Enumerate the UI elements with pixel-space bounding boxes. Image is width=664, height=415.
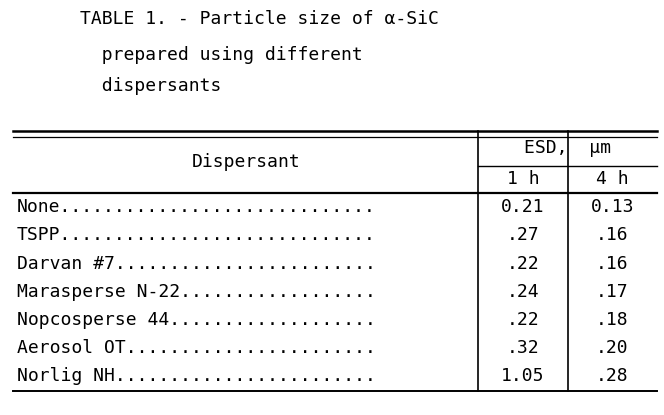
Text: Darvan #7........................: Darvan #7........................ [17,254,375,273]
Text: .22: .22 [507,254,539,273]
Text: .17: .17 [596,283,629,301]
Text: Norlig NH........................: Norlig NH........................ [17,367,375,386]
Text: Nopcosperse 44...................: Nopcosperse 44................... [17,311,375,329]
Text: dispersants: dispersants [80,77,221,95]
Text: 0.13: 0.13 [591,198,634,216]
Text: .18: .18 [596,311,629,329]
Text: TSPP.............................: TSPP............................. [17,226,375,244]
Text: 1.05: 1.05 [501,367,544,386]
Text: .27: .27 [507,226,539,244]
Text: TABLE 1. - Particle size of α-SiC: TABLE 1. - Particle size of α-SiC [80,10,438,28]
Text: ESD,  μm: ESD, μm [524,139,612,157]
Text: 4 h: 4 h [596,171,629,188]
Text: .22: .22 [507,311,539,329]
Text: .24: .24 [507,283,539,301]
Text: 0.21: 0.21 [501,198,544,216]
Text: Dispersant: Dispersant [191,153,300,171]
Text: Aerosol OT.......................: Aerosol OT....................... [17,339,375,357]
Text: .16: .16 [596,254,629,273]
Text: Marasperse N-22..................: Marasperse N-22.................. [17,283,375,301]
Text: .20: .20 [596,339,629,357]
Text: .16: .16 [596,226,629,244]
Text: prepared using different: prepared using different [80,46,363,63]
Text: None.............................: None............................. [17,198,375,216]
Text: .32: .32 [507,339,539,357]
Text: 1 h: 1 h [507,171,539,188]
Text: .28: .28 [596,367,629,386]
